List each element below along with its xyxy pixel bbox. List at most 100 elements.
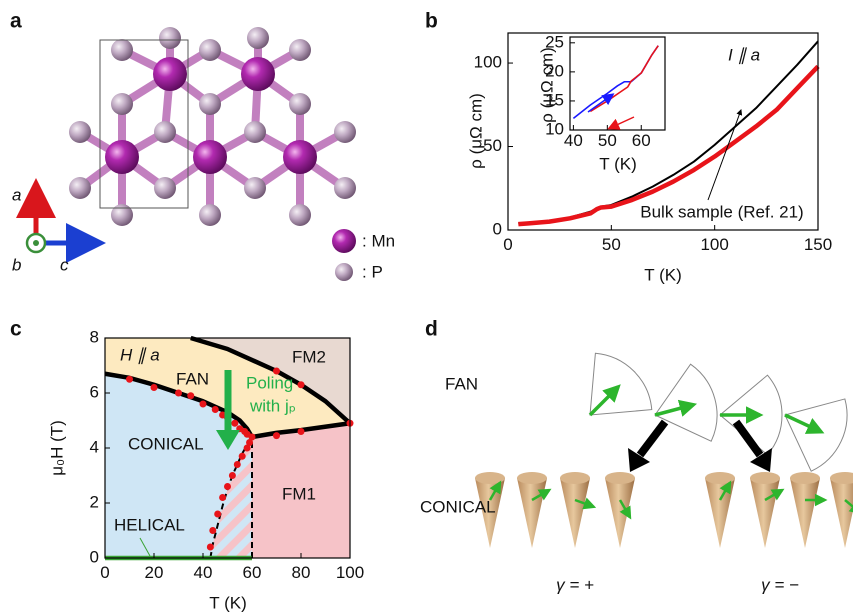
x-tick-label: 80 xyxy=(292,563,311,582)
region-label: FM2 xyxy=(292,347,326,366)
region-label: HELICAL xyxy=(114,515,185,534)
legend-text: : Mn xyxy=(362,231,395,250)
atom-p xyxy=(244,177,266,199)
data-point xyxy=(151,384,158,391)
y-tick-label: 8 xyxy=(90,327,99,346)
cone xyxy=(560,478,590,548)
x-tick-label: 50 xyxy=(602,235,621,254)
transition-arrow xyxy=(640,422,665,455)
annotation: Bulk sample (Ref. 21) xyxy=(640,202,803,221)
cone xyxy=(605,478,635,548)
spin-diagram xyxy=(475,353,853,548)
x-tick-label: 0 xyxy=(503,235,512,254)
axis-label: b xyxy=(12,255,21,274)
data-point xyxy=(209,527,216,534)
data-point xyxy=(273,432,280,439)
cone-top xyxy=(790,472,820,484)
y-axis-label: μ₀H (T) xyxy=(47,420,66,476)
data-point xyxy=(207,544,214,551)
data-point xyxy=(246,439,253,446)
atom-p xyxy=(334,177,356,199)
cone xyxy=(517,478,547,548)
cone xyxy=(830,478,853,548)
legend-p xyxy=(335,263,353,281)
atom-p xyxy=(154,177,176,199)
data-point xyxy=(219,494,226,501)
atom-p xyxy=(247,27,269,49)
x-tick-label: 40 xyxy=(194,563,213,582)
row-label: FAN xyxy=(445,374,478,393)
axis-label: c xyxy=(60,255,69,274)
y-axis-label: ρ (μΩ cm) xyxy=(466,93,485,169)
crystal-structure xyxy=(69,27,356,226)
region-label: H ∥ a xyxy=(120,345,160,364)
y-tick-label: 0 xyxy=(90,547,99,566)
cone-top xyxy=(517,472,547,484)
y-tick-label: 6 xyxy=(90,382,99,401)
atom-p xyxy=(334,121,356,143)
atom-p xyxy=(154,121,176,143)
atom-p xyxy=(199,93,221,115)
data-point xyxy=(239,453,246,460)
annotation: I ∥ a xyxy=(728,45,760,64)
legend-text: : P xyxy=(362,262,383,281)
atom-mn xyxy=(193,140,227,174)
row-label: CONICAL xyxy=(420,497,496,516)
atom-p xyxy=(111,204,133,226)
data-point xyxy=(224,483,231,490)
data-point xyxy=(212,406,219,413)
panel-label: b xyxy=(425,10,438,33)
cone-top xyxy=(705,472,735,484)
cone-top xyxy=(475,472,505,484)
x-tick-label: 100 xyxy=(700,235,728,254)
panel-label: c xyxy=(10,318,22,341)
atom-p xyxy=(289,93,311,115)
data-point xyxy=(175,390,182,397)
cone-top xyxy=(750,472,780,484)
atom-p xyxy=(159,27,181,49)
y-tick-label: 4 xyxy=(90,437,99,456)
data-point xyxy=(298,381,305,388)
fan-sector xyxy=(655,364,717,441)
data-point xyxy=(234,461,241,468)
data-point xyxy=(231,420,238,427)
inset-background xyxy=(570,37,665,130)
atom-p xyxy=(244,121,266,143)
x-tick-label: 150 xyxy=(804,235,832,254)
data-point xyxy=(298,428,305,435)
chirality-label: γ = − xyxy=(761,575,799,594)
atom-mn xyxy=(153,57,187,91)
cone xyxy=(790,478,820,548)
y-tick-label: 50 xyxy=(483,136,502,155)
y-tick-label: 2 xyxy=(90,492,99,511)
x-tick-label: 40 xyxy=(564,131,583,150)
figure: a b c d a b c : Mn : P 050100150050100 ρ… xyxy=(0,0,853,614)
region-label: FAN xyxy=(176,369,209,388)
region-label: CONICAL xyxy=(128,434,204,453)
atom-mn xyxy=(241,57,275,91)
cone-top xyxy=(605,472,635,484)
atom-p xyxy=(69,177,91,199)
atom-p xyxy=(111,93,133,115)
fan-sector xyxy=(785,399,847,471)
inset-y-label: ρ (μΩ cm) xyxy=(537,47,556,123)
atom-p xyxy=(111,39,133,61)
data-point xyxy=(200,401,207,408)
axis-dot xyxy=(33,240,39,246)
x-tick-label: 100 xyxy=(336,563,364,582)
data-point xyxy=(214,511,221,518)
x-tick-label: 0 xyxy=(100,563,109,582)
annotation: with jₚ xyxy=(249,396,296,415)
x-axis-label: T (K) xyxy=(209,593,246,612)
chirality-label: γ = + xyxy=(556,575,594,594)
cone xyxy=(705,478,735,548)
panel-label: d xyxy=(425,318,438,341)
legend-mn xyxy=(332,229,356,253)
atom-mn xyxy=(283,140,317,174)
x-tick-label: 20 xyxy=(145,563,164,582)
cone-top xyxy=(560,472,590,484)
inset-x-label: T (K) xyxy=(599,154,636,173)
atom-p xyxy=(199,204,221,226)
atom-p xyxy=(199,39,221,61)
data-point xyxy=(229,472,236,479)
